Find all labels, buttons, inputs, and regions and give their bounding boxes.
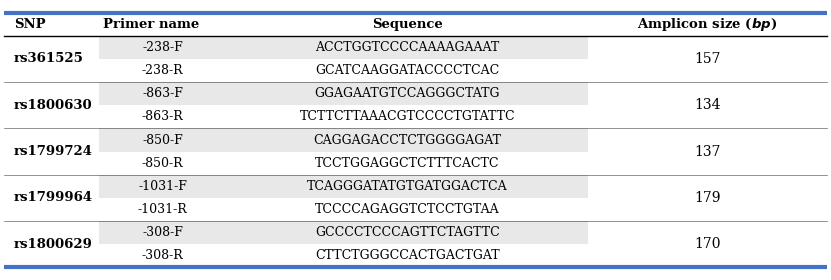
Text: 170: 170 <box>695 237 720 251</box>
Text: ACCTGGTCCCCAAAAGAAAT: ACCTGGTCCCCAAAAGAAAT <box>315 41 499 54</box>
Text: TCCCCAGAGGTCTCCTGTAA: TCCCCAGAGGTCTCCTGTAA <box>315 203 499 216</box>
Text: rs361525: rs361525 <box>14 52 84 66</box>
Text: -863-R: -863-R <box>141 110 184 123</box>
Text: TCTTCTTAAACGTCCCCTGTATTC: TCTTCTTAAACGTCCCCTGTATTC <box>299 110 515 123</box>
Text: TCCTGGAGGCTCTTTCACTC: TCCTGGAGGCTCTTTCACTC <box>315 157 499 170</box>
Text: 157: 157 <box>695 52 720 66</box>
Text: -863-F: -863-F <box>142 87 183 100</box>
Text: rs1799964: rs1799964 <box>14 192 93 204</box>
Text: 134: 134 <box>695 98 720 112</box>
Text: -1031-R: -1031-R <box>138 203 188 216</box>
Text: -308-R: -308-R <box>141 249 184 262</box>
Text: Amplicon size ($\bfit{bp}$): Amplicon size ($\bfit{bp}$) <box>637 16 778 33</box>
Text: Primer name: Primer name <box>103 18 199 31</box>
Bar <box>99 82 588 105</box>
Text: GGAGAATGTCCAGGGCTATG: GGAGAATGTCCAGGGCTATG <box>314 87 500 100</box>
Text: CTTCTGGGCCACTGACTGAT: CTTCTGGGCCACTGACTGAT <box>315 249 499 262</box>
Bar <box>99 129 588 151</box>
Text: -308-F: -308-F <box>142 226 183 239</box>
Text: 179: 179 <box>695 191 720 205</box>
Text: GCATCAAGGATACCCCTCAC: GCATCAAGGATACCCCTCAC <box>315 64 499 77</box>
Text: -238-R: -238-R <box>142 64 184 77</box>
Text: -1031-F: -1031-F <box>138 180 187 193</box>
Text: rs1800630: rs1800630 <box>14 99 93 112</box>
Text: GCCCCTCCCAGTTCTAGTTC: GCCCCTCCCAGTTCTAGTTC <box>315 226 499 239</box>
Text: CAGGAGACCTCTGGGGAGAT: CAGGAGACCTCTGGGGAGAT <box>313 134 501 146</box>
Text: -850-F: -850-F <box>142 134 183 146</box>
Bar <box>99 36 588 59</box>
Text: rs1800629: rs1800629 <box>14 238 93 251</box>
Bar <box>99 221 588 244</box>
Text: rs1799724: rs1799724 <box>14 145 93 158</box>
Text: 137: 137 <box>695 144 720 158</box>
Text: -850-R: -850-R <box>142 157 184 170</box>
Text: -238-F: -238-F <box>142 41 183 54</box>
Text: SNP: SNP <box>14 18 46 31</box>
Bar <box>99 175 588 198</box>
Text: Sequence: Sequence <box>372 18 443 31</box>
Text: TCAGGGATATGTGATGGACTCA: TCAGGGATATGTGATGGACTCA <box>307 180 508 193</box>
